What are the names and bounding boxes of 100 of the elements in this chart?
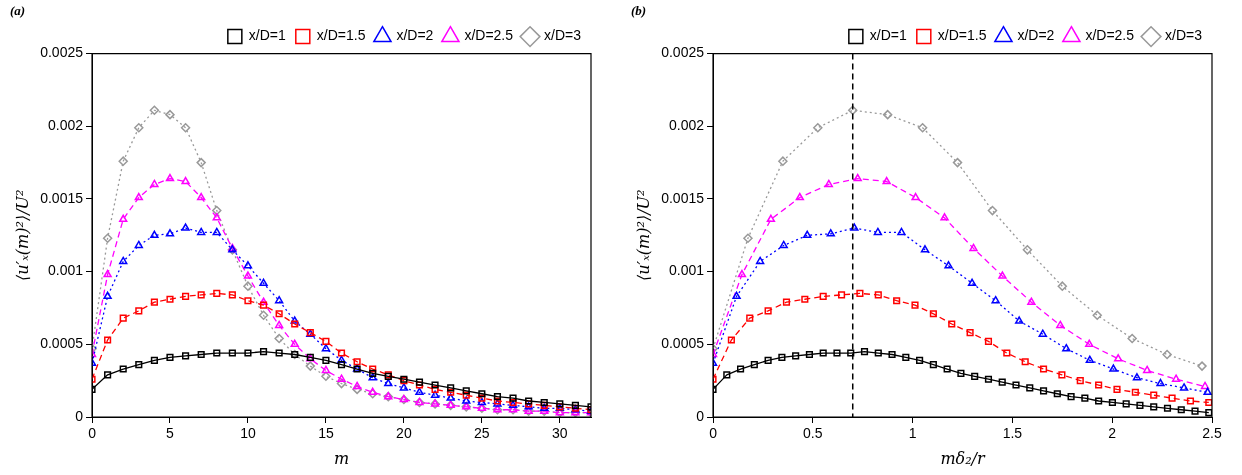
point [135, 361, 143, 369]
point [1113, 385, 1121, 393]
point [118, 156, 128, 166]
point [182, 352, 190, 360]
point [212, 227, 221, 236]
point [1150, 391, 1158, 399]
point [243, 281, 253, 291]
point [290, 339, 299, 348]
legend-label: x/D=2 [396, 27, 434, 44]
point [181, 176, 190, 185]
point [1095, 381, 1103, 389]
point [1058, 371, 1066, 379]
point [893, 297, 901, 305]
y-tick-label: 0.001 [47, 262, 84, 279]
point [833, 349, 841, 357]
point [1095, 397, 1103, 405]
point [1136, 401, 1144, 409]
point [1026, 384, 1034, 392]
point [755, 256, 765, 265]
point [732, 291, 741, 300]
point [1205, 409, 1212, 417]
point [1132, 373, 1142, 381]
point [971, 372, 979, 380]
point [1142, 365, 1152, 374]
point [182, 292, 190, 300]
point [957, 369, 965, 377]
point [1012, 381, 1020, 389]
point [477, 397, 487, 406]
point [213, 289, 221, 298]
point [853, 173, 862, 182]
point [509, 394, 517, 402]
point [801, 295, 809, 303]
point [305, 361, 316, 371]
point [764, 356, 772, 364]
point [948, 320, 956, 328]
point [1014, 316, 1024, 324]
point [1197, 361, 1207, 371]
point [795, 192, 805, 201]
legend-label: x/D=2.5 [1085, 27, 1135, 44]
point [1200, 381, 1210, 390]
point [813, 122, 823, 133]
point [321, 365, 331, 374]
point [166, 353, 174, 361]
x-tick-label: 1.5 [1002, 425, 1023, 442]
point [847, 349, 855, 357]
point [805, 350, 813, 359]
point [1056, 320, 1065, 329]
point [998, 378, 1006, 386]
point [462, 396, 471, 404]
point [150, 298, 158, 306]
point [967, 278, 977, 287]
point [197, 350, 205, 359]
point [874, 349, 882, 357]
point [415, 387, 424, 396]
point [196, 192, 206, 201]
point [1085, 339, 1094, 348]
point [874, 291, 882, 299]
x-tick-label: 0 [88, 425, 97, 442]
point [1109, 364, 1118, 372]
legend-label: x/D=3 [1165, 27, 1203, 44]
point [368, 373, 377, 381]
x-tick-label: 5 [166, 425, 175, 442]
point [1179, 383, 1189, 391]
x-tick-label: 2 [1108, 425, 1117, 442]
x-axis-title: mδ₂/r [940, 448, 986, 468]
point [446, 393, 455, 401]
point [135, 307, 143, 315]
legend-label: x/D=2.5 [464, 27, 514, 44]
point [337, 355, 346, 364]
point [1177, 406, 1185, 414]
point [1171, 374, 1181, 382]
point [743, 233, 753, 243]
point [197, 291, 205, 299]
point [213, 349, 221, 357]
point [228, 349, 236, 357]
point [1191, 407, 1199, 415]
point [911, 301, 919, 309]
point [321, 343, 331, 352]
point [1081, 394, 1089, 402]
point [259, 297, 268, 305]
y-tick-label: 0.0005 [40, 335, 84, 352]
point [929, 361, 937, 369]
point [462, 387, 470, 395]
point [165, 173, 175, 182]
legend-label: x/D=1.5 [937, 27, 987, 44]
point [984, 375, 993, 383]
point [736, 365, 745, 373]
point [940, 213, 949, 221]
point [727, 336, 735, 344]
point [103, 291, 112, 300]
chart-title: (a) [10, 3, 26, 19]
point [337, 349, 346, 357]
point [352, 384, 362, 395]
point [1186, 397, 1195, 405]
point [1021, 358, 1029, 366]
point [952, 157, 963, 168]
point [1150, 403, 1158, 411]
point [888, 350, 896, 359]
point [118, 214, 128, 223]
y-tick-label: 0 [75, 407, 84, 424]
